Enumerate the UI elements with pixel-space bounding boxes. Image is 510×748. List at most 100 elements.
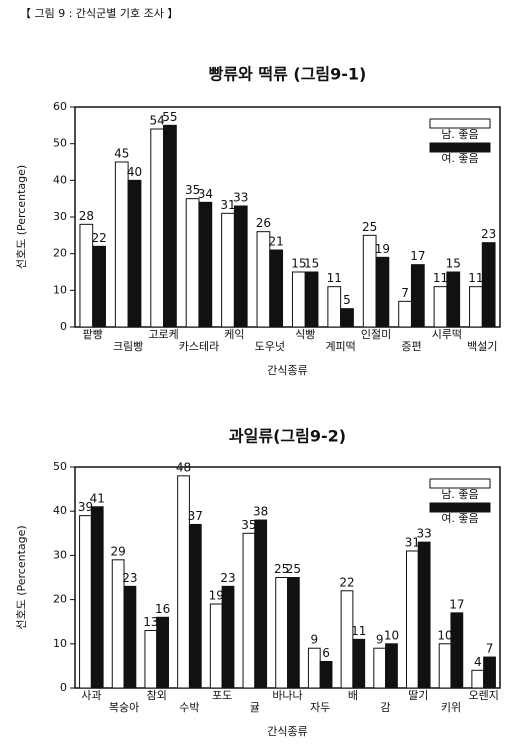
value-label: 54 bbox=[150, 114, 165, 128]
value-label: 15 bbox=[446, 257, 461, 271]
x-tick-label: 자두 bbox=[310, 701, 330, 714]
x-tick-label: 포도 bbox=[212, 689, 232, 702]
bar bbox=[307, 647, 321, 689]
value-label: 17 bbox=[410, 249, 425, 263]
y-tick-label: 50 bbox=[53, 460, 67, 473]
y-axis-label: 선호도 (Percentage) bbox=[15, 165, 28, 269]
x-tick-label: 식빵 bbox=[295, 328, 315, 341]
value-label: 5 bbox=[343, 293, 351, 307]
bar bbox=[221, 212, 235, 328]
bar bbox=[79, 515, 92, 689]
value-label: 45 bbox=[114, 147, 129, 161]
x-tick-label: 크림빵 bbox=[113, 340, 143, 353]
value-label: 19 bbox=[375, 242, 390, 256]
value-label: 29 bbox=[111, 544, 126, 558]
value-label: 33 bbox=[233, 191, 248, 205]
x-tick-label: 배 bbox=[348, 689, 358, 702]
bar bbox=[438, 643, 452, 689]
bar bbox=[188, 523, 202, 689]
value-label: 21 bbox=[269, 235, 284, 249]
bar bbox=[450, 612, 464, 689]
bar bbox=[471, 669, 485, 689]
bar bbox=[385, 643, 398, 689]
value-label: 6 bbox=[322, 646, 330, 660]
bar bbox=[114, 161, 129, 328]
legend-label: 남. 좋음 bbox=[441, 488, 478, 501]
bar bbox=[304, 271, 319, 328]
y-tick-label: 0 bbox=[60, 320, 67, 333]
bar bbox=[287, 577, 300, 689]
x-tick-label: 시루떡 bbox=[432, 328, 462, 341]
x-tick-label: 고로케 bbox=[148, 328, 178, 341]
bar bbox=[340, 308, 354, 328]
value-label: 35 bbox=[185, 183, 200, 197]
bar bbox=[406, 550, 419, 689]
x-tick-label: 사과 bbox=[81, 689, 101, 702]
x-tick-label: 카스테라 bbox=[179, 340, 219, 353]
value-label: 13 bbox=[143, 615, 158, 629]
x-tick-label: 팥빵 bbox=[83, 328, 103, 341]
x-tick-label: 바나나 bbox=[272, 689, 302, 702]
bar bbox=[410, 264, 425, 328]
x-tick-label: 참외 bbox=[147, 689, 167, 702]
value-label: 31 bbox=[405, 535, 420, 549]
x-tick-label: 인절미 bbox=[361, 328, 391, 341]
value-label: 10 bbox=[384, 628, 399, 642]
value-label: 23 bbox=[481, 227, 496, 241]
value-label: 15 bbox=[304, 257, 319, 271]
x-tick-label: 오렌지 bbox=[468, 689, 498, 702]
y-tick-label: 10 bbox=[53, 283, 67, 296]
bar bbox=[375, 256, 390, 328]
bar bbox=[269, 249, 284, 328]
y-tick-label: 60 bbox=[53, 100, 67, 113]
value-label: 11 bbox=[433, 271, 448, 285]
value-label: 11 bbox=[351, 624, 366, 638]
y-tick-label: 30 bbox=[53, 548, 67, 561]
bar bbox=[327, 286, 342, 328]
bar bbox=[123, 585, 137, 689]
y-tick-label: 40 bbox=[53, 504, 67, 517]
header: 【 그림 9 : 간식군별 기호 조사 】 bbox=[20, 7, 178, 20]
value-label: 17 bbox=[449, 597, 464, 611]
value-label: 22 bbox=[339, 575, 354, 589]
x-tick-label: 귤 bbox=[250, 701, 260, 714]
x-tick-label: 증편 bbox=[401, 340, 421, 353]
bar bbox=[481, 242, 496, 328]
bar bbox=[254, 519, 268, 689]
value-label: 28 bbox=[79, 209, 94, 223]
bar bbox=[433, 286, 448, 328]
value-label: 16 bbox=[155, 602, 170, 616]
value-label: 26 bbox=[256, 216, 271, 230]
bar bbox=[291, 271, 306, 328]
value-label: 4 bbox=[474, 655, 482, 669]
bar bbox=[92, 245, 106, 328]
value-label: 23 bbox=[220, 571, 235, 585]
bar bbox=[352, 638, 366, 689]
bar bbox=[340, 590, 354, 689]
value-label: 38 bbox=[253, 505, 268, 519]
x-tick-label: 계피떡 bbox=[325, 340, 355, 353]
bar bbox=[177, 475, 190, 689]
legend-label: 여. 좋음 bbox=[441, 152, 478, 165]
value-label: 22 bbox=[91, 231, 106, 245]
bar bbox=[144, 630, 158, 689]
bar bbox=[150, 128, 165, 328]
value-label: 37 bbox=[188, 509, 203, 523]
y-tick-label: 20 bbox=[53, 593, 67, 606]
value-label: 19 bbox=[209, 589, 224, 603]
y-tick-label: 30 bbox=[53, 210, 67, 223]
x-tick-label: 감 bbox=[381, 701, 391, 714]
bar bbox=[127, 179, 142, 328]
bar bbox=[319, 660, 333, 689]
bar bbox=[209, 603, 223, 689]
legend-label: 남. 좋음 bbox=[441, 128, 478, 141]
x-tick-label: 딸기 bbox=[408, 689, 428, 702]
chart-title: 빵류와 떡류 (그림9-1) bbox=[209, 65, 367, 84]
value-label: 11 bbox=[327, 271, 342, 285]
y-tick-label: 40 bbox=[53, 173, 67, 186]
value-label: 9 bbox=[376, 633, 384, 647]
legend-swatch bbox=[429, 118, 491, 129]
bar bbox=[469, 286, 483, 328]
value-label: 39 bbox=[78, 500, 93, 514]
